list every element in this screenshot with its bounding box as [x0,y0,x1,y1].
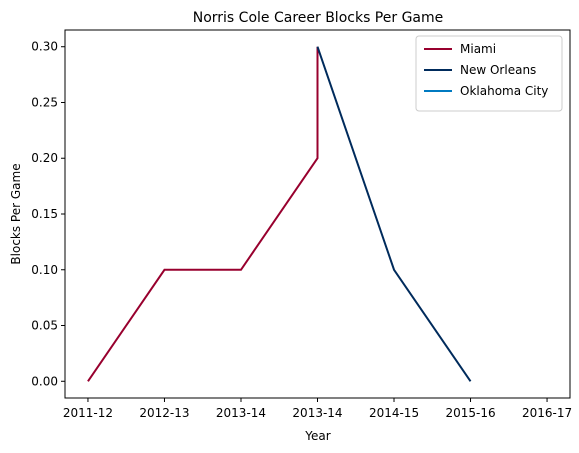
series-line-new-orleans [316,46,472,382]
x-axis: 2011-12 2012-13 2013-14 2013-14 2014-15 2015-… [63,398,572,420]
legend-label: New Orleans [460,63,536,77]
x-tick-label: 2013-14 [292,406,342,420]
y-tick-label: 0.30 [31,40,58,54]
legend-box [415,35,563,112]
x-tick-label: 2016-17 [522,406,572,420]
legend-label: Oklahoma City [460,84,548,98]
y-tick-label: 0.15 [31,207,58,221]
x-tick-label: 2015-16 [445,406,495,420]
x-tick-label: 2011-12 [63,406,113,420]
y-tick-label: 0.25 [31,95,58,109]
y-axis-title: Blocks Per Game [9,163,23,264]
x-tick-label: 2014-15 [369,406,419,420]
x-axis-title: Year [304,429,330,443]
y-tick-label: 0.05 [31,319,58,333]
y-axis: 0.00 0.05 0.10 0.15 0.20 0.25 0.30 [31,40,65,388]
y-tick-label: 0.00 [31,374,58,388]
y-tick-label: 0.10 [31,263,58,277]
legend: Miami New Orleans Oklahoma City [415,35,563,112]
plot-area [87,46,472,382]
chart-title: Norris Cole Career Blocks Per Game [193,10,444,26]
series-line-miami [87,46,319,382]
legend-label: Miami [460,42,496,56]
y-tick-label: 0.20 [31,151,58,165]
x-tick-label: 2013-14 [216,406,266,420]
x-tick-label: 2012-13 [139,406,189,420]
